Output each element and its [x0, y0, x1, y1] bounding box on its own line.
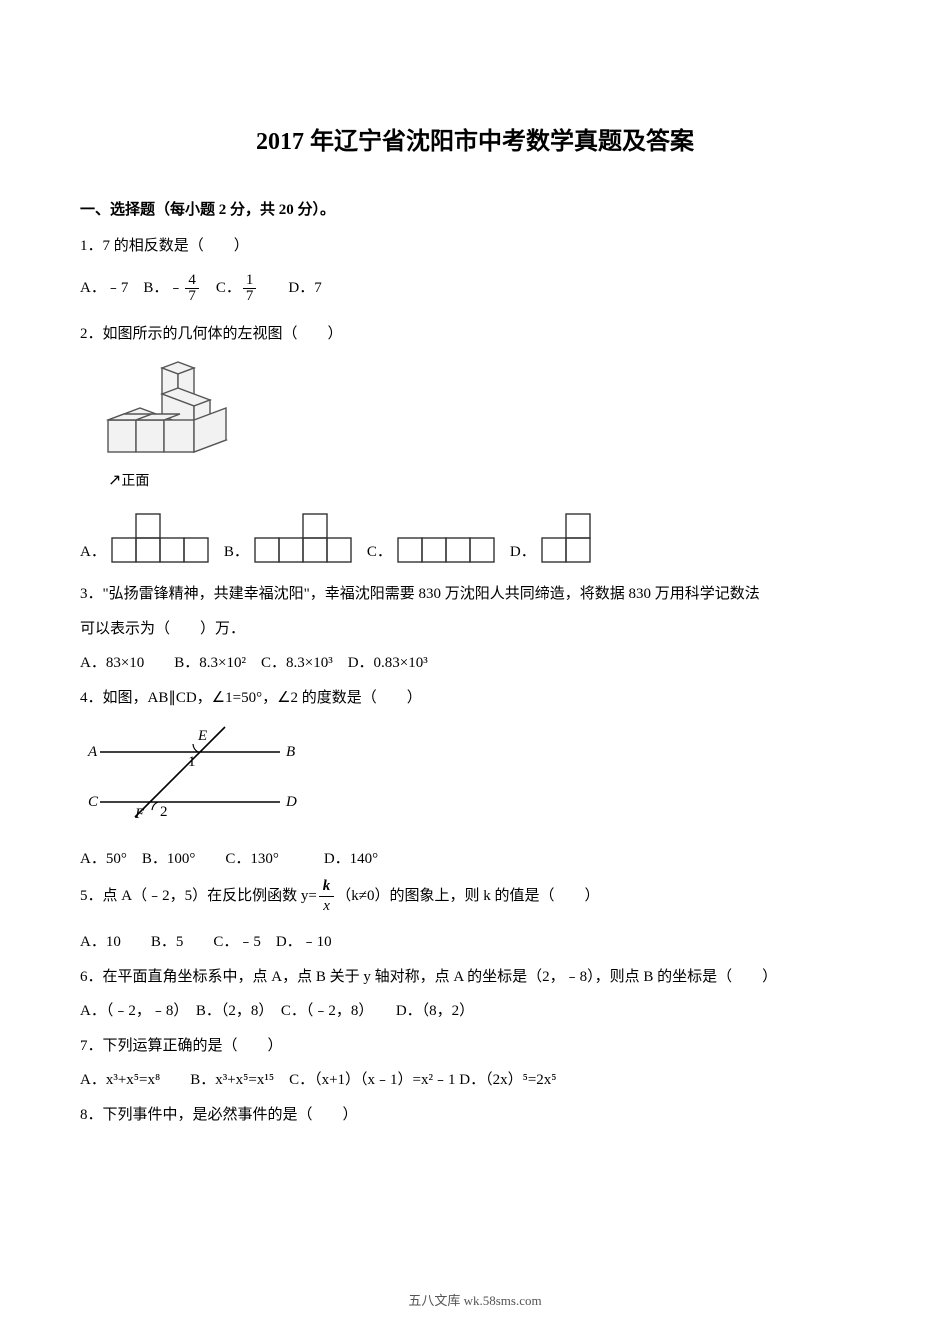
q1-optB-neg: ﹣ — [168, 280, 183, 296]
page-footer: 五八文库 wk.58sms.com — [0, 1289, 950, 1314]
q5-frac-den: x — [319, 897, 335, 914]
q5-text: 5．点 A（﹣2，5）在反比例函数 y=kx（k≠0）的图象上，则 k 的值是（… — [80, 879, 870, 914]
q1-optB-den: 7 — [185, 289, 199, 304]
q3-options: A．83×10 B．8.3×10² C．8.3×10³ D．0.83×10³ — [80, 649, 870, 678]
q5-suffix: （k≠0）的图象上，则 k 的值是（ ） — [336, 888, 599, 904]
q1-optB-num: 4 — [185, 273, 199, 289]
q2-optA-label: A． — [80, 538, 106, 567]
q5-options: A．10 B．5 C．﹣5 D．﹣10 — [80, 928, 870, 957]
q4-text: 4．如图，AB∥CD，∠1=50°，∠2 的度数是（ ） — [80, 684, 870, 713]
q4-diagram: A B C D E F 1 2 — [80, 722, 870, 833]
q3-line2: 可以表示为（ ）万． — [80, 615, 870, 644]
q7-options: A．x³+x⁵=x⁸ B．x³+x⁵=x¹⁵ C．（x+1）（x﹣1）=x²﹣1… — [80, 1066, 870, 1095]
q2-optB-label: B． — [224, 538, 249, 567]
q4-label-F: F — [134, 806, 145, 822]
q2-optD-label: D． — [510, 538, 536, 567]
q4-label-A: A — [87, 744, 98, 760]
q1-text: 1．7 的相反数是（ ） — [80, 232, 870, 261]
arrow-icon: ↗ — [108, 472, 121, 489]
q4-parallel-icon: A B C D E F 1 2 — [80, 722, 300, 822]
q2-optB-icon — [253, 510, 353, 566]
q4-label-E: E — [197, 728, 207, 744]
section-header: 一、选择题（每小题 2 分，共 20 分）。 — [80, 196, 870, 225]
q4-label-B: B — [286, 744, 295, 760]
q1-optC-label: C． — [201, 280, 241, 296]
q6-text: 6．在平面直角坐标系中，点 A，点 B 关于 y 轴对称，点 A 的坐标是（2，… — [80, 963, 870, 992]
q2-diagram — [100, 360, 870, 460]
q8-text: 8．下列事件中，是必然事件的是（ ） — [80, 1101, 870, 1130]
q2-optC-label: C． — [367, 538, 392, 567]
q1-options: A．﹣7 B．﹣47 C．17 D．7 — [80, 273, 870, 304]
q2-optC-icon — [396, 510, 496, 566]
q1-optA: A．﹣7 B． — [80, 280, 168, 296]
q1-optC-den: 7 — [243, 289, 257, 304]
q1-optC-num: 1 — [243, 273, 257, 289]
q4-label-1: 1 — [188, 754, 196, 770]
q2-front-label: 正面 — [121, 474, 149, 489]
q1-optC-frac: 17 — [243, 273, 257, 304]
q2-optB: B． — [224, 510, 353, 566]
q3-line1: 3．"弘扬雷锋精神，共建幸福沈阳"，幸福沈阳需要 830 万沈阳人共同缔造，将数… — [80, 580, 870, 609]
q5-prefix: 5．点 A（﹣2，5）在反比例函数 y= — [80, 888, 317, 904]
q7-text: 7．下列运算正确的是（ ） — [80, 1032, 870, 1061]
q4-label-C: C — [88, 794, 99, 810]
q5-frac-num: k — [319, 879, 335, 897]
q2-optD-icon — [540, 510, 592, 566]
q2-optD: D． — [510, 510, 592, 566]
q2-optA: A． — [80, 510, 210, 566]
q2-3d-icon — [100, 360, 230, 460]
q2-text: 2．如图所示的几何体的左视图（ ） — [80, 320, 870, 349]
page-title: 2017 年辽宁省沈阳市中考数学真题及答案 — [80, 120, 870, 166]
q2-optC: C． — [367, 510, 496, 566]
q4-label-2: 2 — [160, 804, 168, 820]
q2-options: A． B． C． — [80, 510, 870, 566]
q6-options: A．（﹣2，﹣8） B．（2，8） C．（﹣2，8） D．（8，2） — [80, 997, 870, 1026]
q1-optB-frac: 47 — [185, 273, 199, 304]
q1-optD: D．7 — [258, 280, 321, 296]
q5-frac: kx — [319, 879, 335, 914]
q2-optA-icon — [110, 510, 210, 566]
q4-label-D: D — [285, 794, 297, 810]
q2-front-label-row: ↗正面 — [108, 466, 870, 496]
q4-options: A．50° B．100° C．130° D．140° — [80, 845, 870, 874]
